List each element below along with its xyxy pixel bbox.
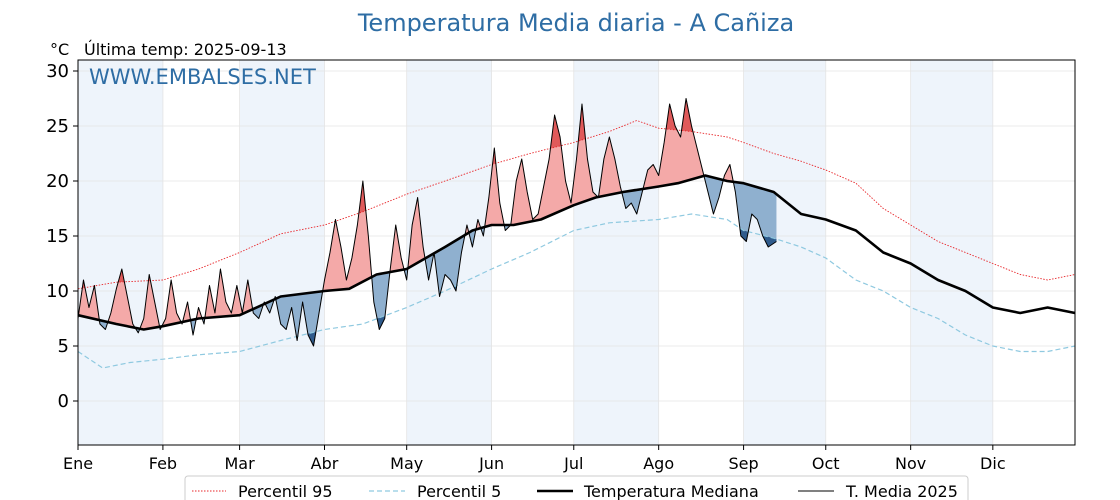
above-median-fill (182, 302, 191, 322)
above-p95-fill (578, 104, 586, 142)
above-p95-fill (550, 115, 561, 149)
y-tick-label: 25 (46, 116, 69, 137)
above-median-fill (390, 225, 404, 272)
above-median-fill (484, 148, 504, 227)
below-median-fill (622, 188, 643, 214)
y-tick-label: 5 (58, 336, 69, 357)
series-line-p95 (77, 120, 1076, 290)
above-median-fill (723, 164, 734, 182)
legend-label-p5: Percentil 5 (417, 482, 501, 500)
above-median-fill (510, 104, 598, 225)
x-tick-label: Oct (812, 454, 840, 473)
series-lines (77, 98, 1076, 369)
month-bands (78, 60, 993, 445)
x-tick-label: Abr (311, 454, 339, 473)
legend-label-median: Temperatura Mediana (583, 482, 759, 500)
month-band (910, 60, 993, 445)
x-tick-label: Ago (643, 454, 674, 473)
y-tick-label: 15 (46, 226, 69, 247)
month-band (743, 60, 826, 445)
below-median-fill (733, 181, 777, 247)
x-tick-label: May (390, 454, 423, 473)
x-tick-label: Nov (895, 454, 926, 473)
grid-lines (77, 60, 1075, 445)
above-median-fill (196, 307, 202, 319)
month-band (573, 60, 659, 445)
y-tick-label: 20 (46, 171, 69, 192)
above-median-fill (108, 269, 135, 328)
x-tick-label: Jun (478, 454, 504, 473)
chart-title: Temperatura Media diaria - A Cañiza (357, 9, 794, 37)
y-tick-label: 30 (46, 61, 69, 82)
y-tick-label: 10 (46, 281, 69, 302)
below-p5-fill (377, 315, 385, 330)
above-median-fill (162, 280, 181, 327)
x-tick-label: Jul (563, 454, 583, 473)
below-median-fill (704, 175, 724, 214)
below-median-fill (275, 291, 323, 346)
unit-label: °C (50, 40, 69, 59)
below-p5-fill (740, 228, 748, 242)
y-axis: 0 5 10 15 20 25 30 (46, 61, 78, 412)
month-band (78, 60, 163, 445)
above-median-fill (408, 197, 425, 269)
series-line-p5 (77, 213, 1076, 369)
above-p95-fill (118, 269, 124, 283)
watermark: WWW.EMBALSES.NET (89, 65, 316, 89)
plot-frame (77, 59, 1076, 446)
below-median-fill (468, 229, 476, 247)
legend-label-current: T. Media 2025 (845, 482, 958, 500)
y-tick-label: 0 (58, 391, 69, 412)
below-median-fill (190, 319, 196, 335)
above-median-fill (78, 280, 100, 321)
x-tick-label: Ene (63, 454, 93, 473)
series-line-current (77, 98, 777, 347)
legend: Percentil 95 Percentil 5 Temperatura Med… (184, 475, 969, 500)
below-median-fill (425, 253, 434, 280)
above-p95-fill (681, 98, 693, 132)
legend-box (184, 475, 969, 500)
legend-label-p95: Percentil 95 (238, 482, 333, 500)
above-median-fill (140, 274, 160, 330)
above-p95-fill (492, 148, 496, 165)
above-median-fill (323, 181, 372, 292)
last-temp-label: Última temp: 2025-09-13 (84, 40, 287, 59)
x-tick-label: Sep (729, 454, 759, 473)
above-median-fill (599, 137, 622, 197)
month-band (239, 60, 325, 445)
x-axis: Ene Feb Mar Abr May Jun Jul Ago Sep Oct Nov Dic (63, 445, 1006, 473)
x-tick-label: Dic (980, 454, 1006, 473)
above-p95-fill (359, 181, 366, 213)
x-tick-label: Mar (225, 454, 256, 473)
x-tick-label: Feb (149, 454, 177, 473)
